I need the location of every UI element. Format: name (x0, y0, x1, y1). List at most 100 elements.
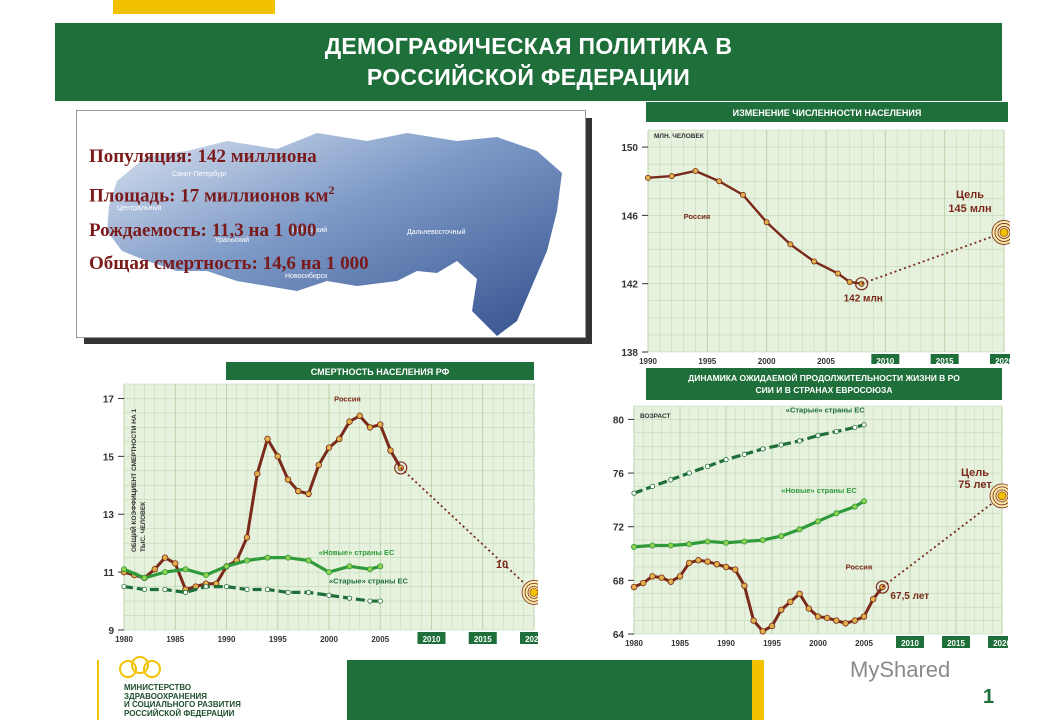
data-point (759, 537, 766, 544)
data-point (649, 542, 656, 549)
data-point (768, 622, 776, 630)
x-tick-label: 2010 (901, 639, 919, 648)
goal-label: 10 (496, 559, 508, 571)
y-tick-label: 13 (103, 510, 115, 521)
slide-number: 1 (983, 686, 995, 708)
data-point (860, 498, 867, 505)
info-birth-rate: Рождаемость: 11,3 на 1 000 (89, 220, 317, 241)
x-tick-bg (417, 632, 446, 644)
x-tick-bg (990, 354, 1010, 364)
info-population: Популяция: 142 миллиона (89, 146, 317, 167)
data-point (315, 461, 322, 469)
x-tick-bg (896, 636, 924, 648)
data-point (264, 586, 271, 593)
chart-title-bar (646, 102, 1008, 122)
page-title-line1: ДЕМОГРАФИЧЕСКАЯ ПОЛИТИКА В (324, 33, 733, 59)
data-point (695, 557, 702, 564)
y-axis-label: ОБЩИЙ КОЭФФИЦИЕНТ СМЕРТНОСТИ НА 1 (129, 409, 138, 552)
y-tick-label: 142 (621, 280, 638, 291)
info-area-text: Площадь: 17 миллионов км (89, 185, 329, 207)
data-point (787, 598, 794, 606)
x-tick-label: 1985 (671, 639, 689, 648)
x-tick-label: 2010 (423, 635, 441, 644)
data-point (796, 526, 803, 533)
x-tick-label: 2015 (936, 357, 954, 364)
data-point (686, 470, 692, 476)
last-point-ring (394, 461, 408, 475)
y-tick-label: 146 (621, 211, 638, 222)
data-point (182, 566, 189, 573)
ministry-line3: И СОЦИАЛЬНОГО РАЗВИТИЯ (124, 700, 241, 709)
goal-label: Цель (956, 189, 984, 201)
data-point (846, 278, 853, 285)
data-point (704, 558, 711, 565)
data-point (366, 424, 374, 431)
footer-gold-bar (752, 660, 764, 720)
last-point-ring (875, 580, 889, 594)
x-tick-label: 2005 (371, 635, 389, 644)
data-point (713, 561, 720, 568)
data-point (658, 574, 665, 581)
data-point (121, 566, 128, 573)
data-point (842, 620, 849, 627)
x-tick-label: 2020 (995, 357, 1010, 364)
y-axis-label: ВОЗРАСТ (640, 413, 670, 420)
x-tick-label: 2010 (876, 357, 894, 364)
data-point (346, 563, 353, 570)
data-point (274, 453, 281, 460)
data-point (649, 483, 656, 490)
goal-target-ring (524, 582, 538, 602)
map-label-novosibirsk: Новосибирск (285, 273, 328, 280)
series-line (633, 423, 865, 495)
goal-projection-line (861, 231, 1005, 285)
series-label: «Новые» страны ЕС (781, 486, 857, 495)
map-label-far-east: Дальневосточный (407, 229, 466, 236)
russia-map-shape (107, 133, 562, 336)
data-point (777, 606, 785, 614)
data-point (851, 617, 858, 624)
data-point (823, 614, 831, 622)
data-point (686, 541, 693, 548)
top-accent-bar (113, 0, 275, 14)
page-title-line2: РОССИЙСКОЙ ФЕДЕРАЦИИ (366, 64, 691, 90)
data-point (397, 464, 404, 472)
goal-target-point (997, 491, 1007, 501)
data-point (325, 444, 333, 451)
data-point (172, 560, 179, 567)
x-tick-label: 2005 (817, 357, 835, 364)
series-label: Россия (846, 563, 873, 572)
series-line (123, 556, 381, 580)
x-tick-label: 2000 (809, 639, 827, 648)
x-tick-label: 2000 (320, 635, 338, 644)
data-point (811, 258, 818, 265)
y-tick-label: 11 (103, 568, 114, 579)
data-point (833, 510, 840, 517)
ministry-line2: ЗДРАВООХРАНЕНИЯ (124, 691, 207, 701)
map-label-siberia: Сибирский (292, 227, 328, 234)
data-point (367, 598, 373, 604)
data-point (723, 457, 729, 463)
series-label: Россия (334, 394, 361, 403)
data-point (326, 592, 332, 598)
x-tick-bg (468, 632, 497, 644)
x-tick-label: 1995 (269, 635, 287, 644)
y-tick-label: 15 (103, 452, 115, 463)
y-tick-label: 9 (108, 626, 114, 637)
data-point (203, 572, 210, 579)
data-point (741, 451, 747, 457)
data-point (860, 613, 868, 620)
data-point (739, 191, 746, 198)
goal-target-ring (994, 223, 1010, 242)
series-line (123, 584, 381, 603)
data-point (805, 605, 812, 612)
data-point (870, 595, 877, 603)
data-point (814, 613, 822, 620)
series-line (123, 414, 403, 591)
y-tick-label: 64 (613, 630, 625, 641)
chart-title-bar (646, 368, 1002, 400)
data-point (182, 589, 189, 595)
footer-green-bar (347, 660, 752, 720)
data-point (284, 554, 291, 561)
info-area-sup: 2 (328, 183, 335, 197)
data-point (387, 447, 394, 454)
